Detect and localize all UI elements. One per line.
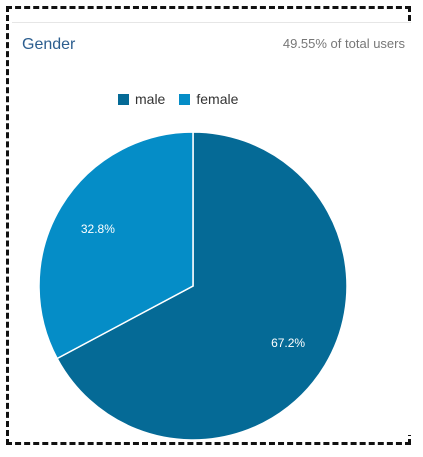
legend-label-male: male <box>135 91 166 107</box>
card-title: Gender <box>22 36 76 53</box>
data-label-female: 32.8% <box>81 222 115 236</box>
legend-item-male[interactable]: male <box>118 91 165 107</box>
legend-item-female[interactable]: female <box>179 91 238 107</box>
card-subtitle: 49.55% of total users <box>282 36 405 51</box>
data-label-male: 67.2% <box>271 336 305 350</box>
legend-swatch-female <box>179 93 191 105</box>
legend-label-female: female <box>196 91 239 107</box>
pie-slice-female[interactable] <box>38 131 194 360</box>
legend-swatch-male <box>118 93 129 105</box>
chart-legend: male female <box>118 91 252 107</box>
pie-slice-male[interactable] <box>56 131 348 441</box>
